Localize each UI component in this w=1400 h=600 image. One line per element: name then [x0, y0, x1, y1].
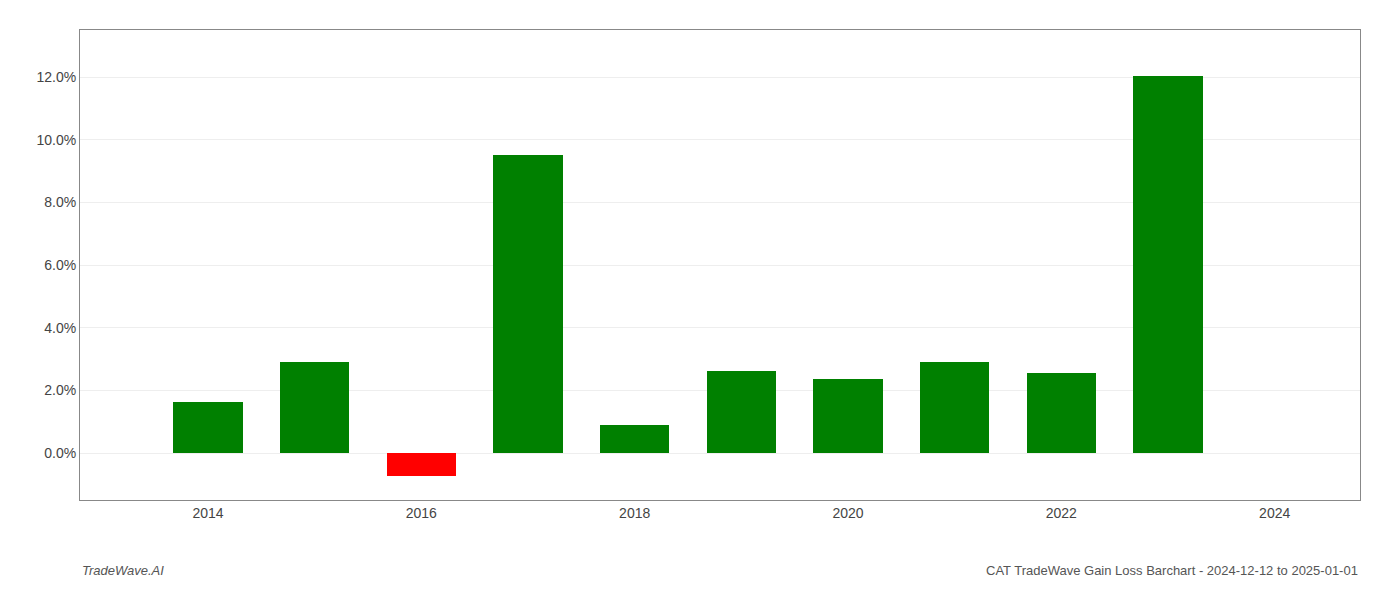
- svg-text:2020: 2020: [832, 505, 863, 521]
- svg-text:12.0%: 12.0%: [36, 69, 76, 85]
- svg-text:6.0%: 6.0%: [44, 257, 76, 273]
- svg-text:4.0%: 4.0%: [44, 320, 76, 336]
- svg-text:2016: 2016: [406, 505, 437, 521]
- svg-text:0.0%: 0.0%: [44, 445, 76, 461]
- svg-text:8.0%: 8.0%: [44, 194, 76, 210]
- svg-text:10.0%: 10.0%: [36, 132, 76, 148]
- svg-text:TradeWave.AI: TradeWave.AI: [82, 563, 164, 578]
- svg-text:CAT TradeWave Gain Loss Barcha: CAT TradeWave Gain Loss Barchart - 2024-…: [986, 563, 1358, 578]
- svg-text:2018: 2018: [619, 505, 650, 521]
- svg-text:2.0%: 2.0%: [44, 382, 76, 398]
- svg-text:2014: 2014: [192, 505, 223, 521]
- svg-text:2022: 2022: [1046, 505, 1077, 521]
- svg-text:2024: 2024: [1259, 505, 1290, 521]
